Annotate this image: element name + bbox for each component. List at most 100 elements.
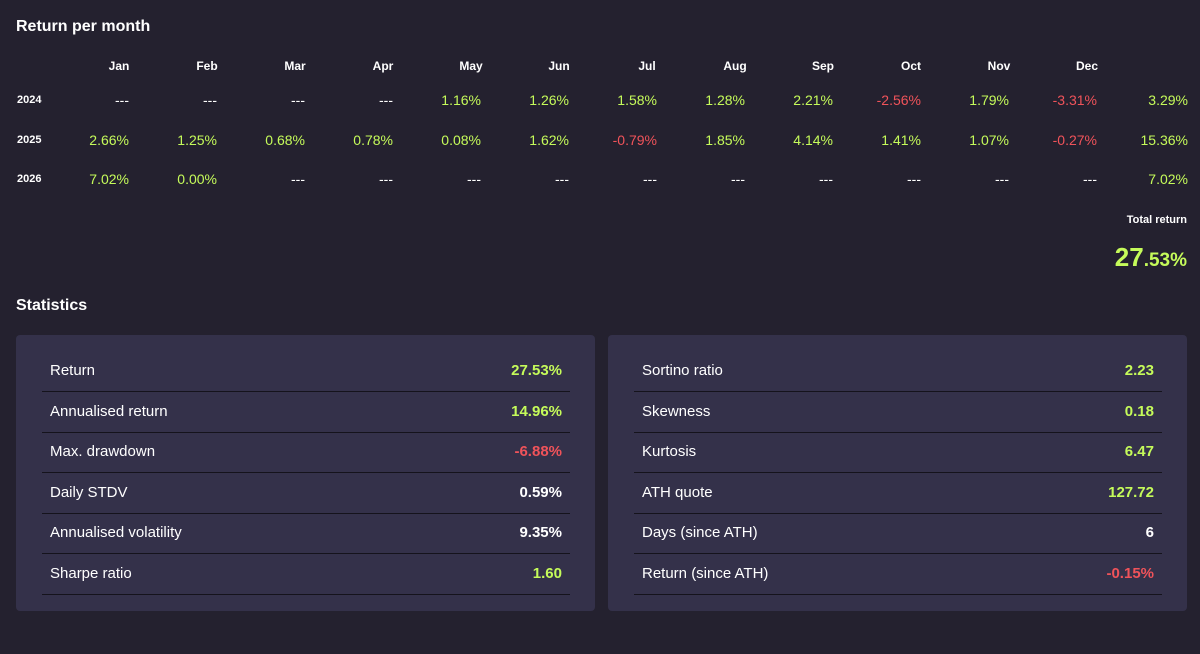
return-per-month-title: Return per month [16, 18, 151, 35]
stat-row: Kurtosis 6.47 [634, 432, 1162, 473]
month-return-cell: --- [907, 171, 921, 187]
month-return-cell: --- [1083, 171, 1097, 187]
stat-label: Sortino ratio [642, 362, 723, 379]
month-return-cell: -2.56% [876, 92, 921, 108]
month-return-cell: 4.14% [793, 132, 833, 148]
year-row-2026: 2026 7.02% 0.00% --- --- --- --- --- --- --- --- --… [0, 167, 1200, 191]
total-return-value: 27.53% [1115, 242, 1187, 273]
month-return-cell: 0.08% [441, 132, 481, 148]
month-return-cell: --- [291, 92, 305, 108]
stat-value: 127.72 [1108, 483, 1154, 501]
year-total-cell: 3.29% [1148, 92, 1188, 108]
month-return-cell: -0.27% [1052, 132, 1097, 148]
stat-label: Skewness [642, 402, 711, 420]
year-label: 2025 [17, 134, 42, 146]
year-row-2024: 2024 --- --- --- --- 1.16% 1.26% 1.58% 1.28% 2.21… [0, 88, 1200, 112]
month-return-cell: --- [643, 171, 657, 187]
month-return-cell: --- [115, 92, 129, 108]
month-return-cell: 7.02% [89, 171, 129, 187]
year-row-2025: 2025 2.66% 1.25% 0.68% 0.78% 0.08% 1.62% -0.79%… [0, 128, 1200, 152]
stat-value: -6.88% [514, 443, 562, 460]
stat-label: Days (since ATH) [642, 524, 758, 541]
year-total-cell: 15.36% [1140, 132, 1188, 148]
stat-row: Sharpe ratio 1.60 [42, 554, 570, 595]
month-return-cell: --- [379, 92, 393, 108]
stat-row: ATH quote 127.72 [634, 473, 1162, 514]
month-return-cell: --- [291, 171, 305, 187]
month-header-may: May [459, 59, 483, 73]
year-label: 2026 [17, 173, 42, 185]
month-return-cell: 1.25% [177, 132, 217, 148]
stat-value: 1.60 [532, 564, 562, 582]
stat-label: Max. drawdown [50, 443, 156, 460]
total-return-label: Total return [1126, 214, 1187, 226]
statistics-panel-left: Return 27.53% Annualised return 14.96% Max. … [16, 335, 595, 611]
month-return-cell: 1.58% [617, 92, 657, 108]
stat-value: -0.15% [1106, 564, 1154, 582]
stat-row: Skewness 0.18 [634, 392, 1162, 433]
statistics-title: Statistics [16, 297, 88, 314]
month-return-cell: 2.66% [89, 132, 129, 148]
month-header-aug: Aug [723, 59, 747, 73]
month-return-cell: -0.79% [612, 132, 657, 148]
month-return-cell: 0.00% [177, 171, 217, 187]
stat-label: Return (since ATH) [642, 564, 769, 582]
stat-row: Days (since ATH) 6 [634, 513, 1162, 554]
month-return-cell: --- [819, 171, 833, 187]
month-header-feb: Feb [196, 59, 218, 73]
stat-label: ATH quote [642, 483, 713, 501]
month-return-cell: 2.21% [793, 92, 833, 108]
stat-value: 6 [1145, 524, 1154, 541]
month-header-mar: Mar [284, 59, 306, 73]
stat-value: 2.23 [1124, 362, 1154, 379]
month-return-cell: --- [467, 171, 481, 187]
stat-row: Annualised volatility 9.35% [42, 513, 570, 554]
stat-value: 0.18 [1124, 402, 1154, 420]
month-header-jun: Jun [548, 59, 570, 73]
total-return-integer: 27 [1114, 242, 1144, 272]
stat-label: Annualised volatility [50, 524, 182, 541]
month-return-cell: 0.78% [353, 132, 393, 148]
month-return-cell: --- [731, 171, 745, 187]
month-return-cell: -3.31% [1052, 92, 1097, 108]
month-header-apr: Apr [372, 59, 394, 73]
stat-label: Daily STDV [50, 483, 128, 501]
month-return-cell: 1.41% [881, 132, 921, 148]
month-header-jul: Jul [638, 59, 656, 73]
month-return-cell: --- [203, 92, 217, 108]
year-label: 2024 [17, 94, 42, 106]
month-header-oct: Oct [900, 59, 921, 73]
stat-row: Return 27.53% [42, 351, 570, 392]
stat-label: Sharpe ratio [50, 564, 132, 582]
stat-row: Daily STDV 0.59% [42, 473, 570, 514]
month-header-nov: Nov [987, 59, 1011, 73]
stat-row: Annualised return 14.96% [42, 392, 570, 433]
stat-row: Sortino ratio 2.23 [634, 351, 1162, 392]
month-header-dec: Dec [1075, 59, 1098, 73]
month-return-cell: --- [995, 171, 1009, 187]
month-header-sep: Sep [811, 59, 834, 73]
stat-row: Return (since ATH) -0.15% [634, 554, 1162, 595]
month-return-cell: 0.68% [265, 132, 305, 148]
month-header-row: Jan Feb Mar Apr May Jun Jul Aug Sep Oct Nov Dec [0, 54, 1200, 78]
month-header-jan: Jan [108, 59, 130, 73]
stat-label: Kurtosis [642, 443, 697, 460]
stat-row: Max. drawdown -6.88% [42, 432, 570, 473]
month-return-cell: 1.07% [969, 132, 1009, 148]
month-return-cell: 1.26% [529, 92, 569, 108]
statistics-panel-right: Sortino ratio 2.23 Skewness 0.18 Kurtosis 6.4… [608, 335, 1187, 611]
month-return-cell: 1.79% [969, 92, 1009, 108]
stat-value: 6.47 [1124, 443, 1154, 460]
stat-label: Return [50, 362, 96, 379]
month-return-cell: --- [555, 171, 569, 187]
stat-label: Annualised return [50, 402, 168, 420]
month-return-cell: 1.28% [705, 92, 745, 108]
stat-value: 14.96% [511, 402, 562, 420]
stat-value: 27.53% [511, 362, 562, 379]
stat-value: 0.59% [519, 483, 562, 501]
month-return-cell: --- [379, 171, 393, 187]
month-return-cell: 1.16% [441, 92, 481, 108]
stat-value: 9.35% [519, 524, 562, 541]
total-return-decimal: .53% [1143, 250, 1187, 271]
month-return-cell: 1.62% [529, 132, 569, 148]
